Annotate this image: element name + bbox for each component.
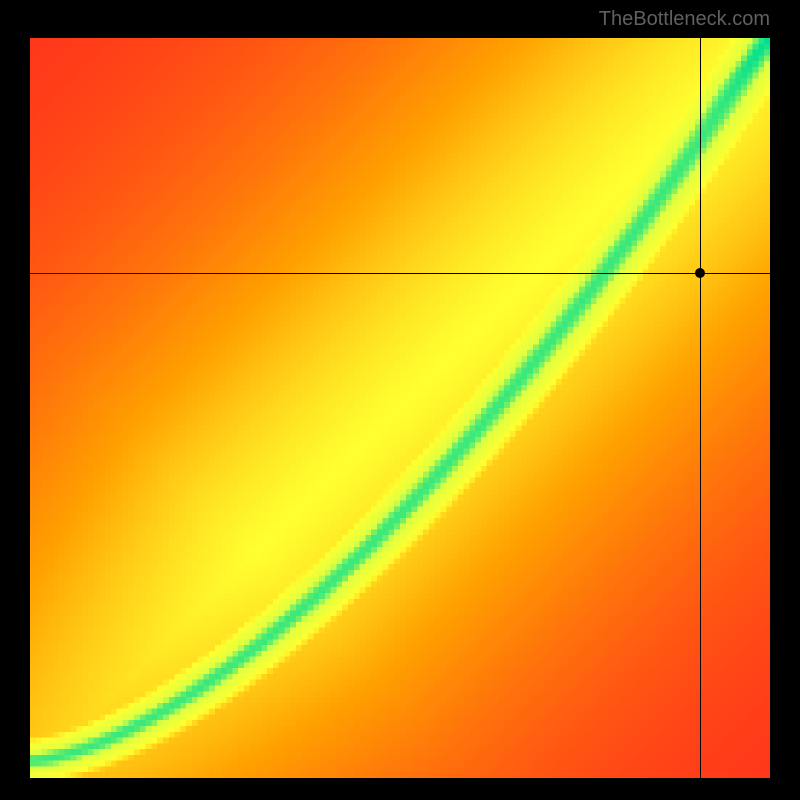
crosshair-vertical <box>700 38 701 778</box>
heatmap-canvas <box>30 38 770 778</box>
marker-dot <box>695 268 705 278</box>
heatmap-chart <box>30 38 770 778</box>
crosshair-horizontal <box>30 273 770 274</box>
watermark-text: TheBottleneck.com <box>599 8 770 31</box>
